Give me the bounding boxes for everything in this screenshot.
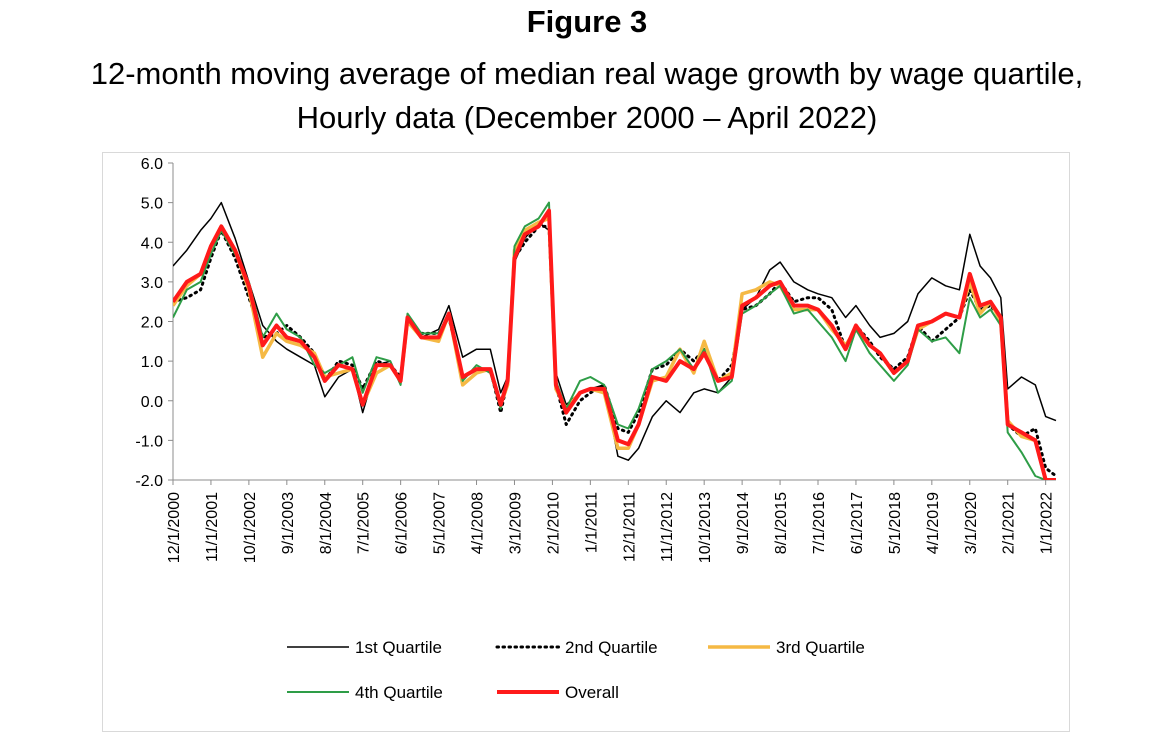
- chart-title-line-2: Hourly data (December 2000 – April 2022): [296, 100, 878, 135]
- x-tick-label: 6/1/2006: [394, 492, 411, 554]
- x-tick-label: 12/1/2000: [166, 492, 183, 563]
- legend-label: 1st Quartile: [355, 638, 442, 657]
- x-tick-label: 9/1/2003: [280, 492, 297, 554]
- legend-label: 4th Quartile: [355, 683, 443, 702]
- y-tick-label: 2.0: [141, 315, 163, 332]
- x-tick-label: 5/1/2018: [887, 492, 904, 554]
- y-tick-label: 6.0: [141, 156, 163, 173]
- x-tick-label: 5/1/2007: [432, 492, 449, 554]
- x-tick-label: 10/1/2002: [242, 492, 259, 563]
- x-tick-label: 11/1/2012: [659, 492, 676, 562]
- y-tick-label: 4.0: [141, 235, 163, 252]
- figure-label: Figure 3: [526, 4, 648, 39]
- y-tick-label: 5.0: [141, 196, 163, 213]
- legend-label: 3rd Quartile: [776, 638, 865, 657]
- x-tick-label: 2/1/2010: [545, 492, 562, 554]
- chart-frame: [102, 152, 1070, 732]
- x-tick-label: 3/1/2020: [963, 492, 980, 554]
- x-tick-label: 4/1/2008: [470, 492, 487, 554]
- x-tick-label: 1/1/2022: [1039, 492, 1056, 554]
- x-tick-label: 6/1/2017: [849, 492, 866, 554]
- x-tick-label: 9/1/2014: [735, 492, 752, 554]
- x-tick-label: 7/1/2016: [811, 492, 828, 554]
- x-tick-label: 4/1/2019: [925, 492, 942, 554]
- x-tick-label: 8/1/2015: [773, 492, 790, 554]
- chart-title-line-1: 12-month moving average of median real w…: [90, 56, 1084, 91]
- x-tick-label: 8/1/2004: [318, 492, 335, 554]
- x-tick-label: 3/1/2009: [507, 492, 524, 554]
- x-tick-label: 7/1/2005: [356, 492, 373, 554]
- x-tick-label: 2/1/2021: [1001, 492, 1018, 554]
- x-tick-label: 12/1/2011: [621, 492, 638, 562]
- y-tick-label: 0.0: [141, 394, 163, 411]
- y-tick-label: -2.0: [135, 473, 163, 490]
- x-tick-label: 1/1/2011: [583, 492, 600, 553]
- y-tick-label: 3.0: [141, 275, 163, 292]
- y-tick-label: 1.0: [141, 354, 163, 371]
- series-line-overall: [173, 208, 1056, 480]
- y-tick-label: -1.0: [135, 433, 163, 450]
- x-tick-label: 11/1/2001: [204, 492, 221, 562]
- x-tick-label: 10/1/2013: [697, 492, 714, 563]
- legend-label: Overall: [565, 683, 619, 702]
- legend-label: 2nd Quartile: [565, 638, 658, 657]
